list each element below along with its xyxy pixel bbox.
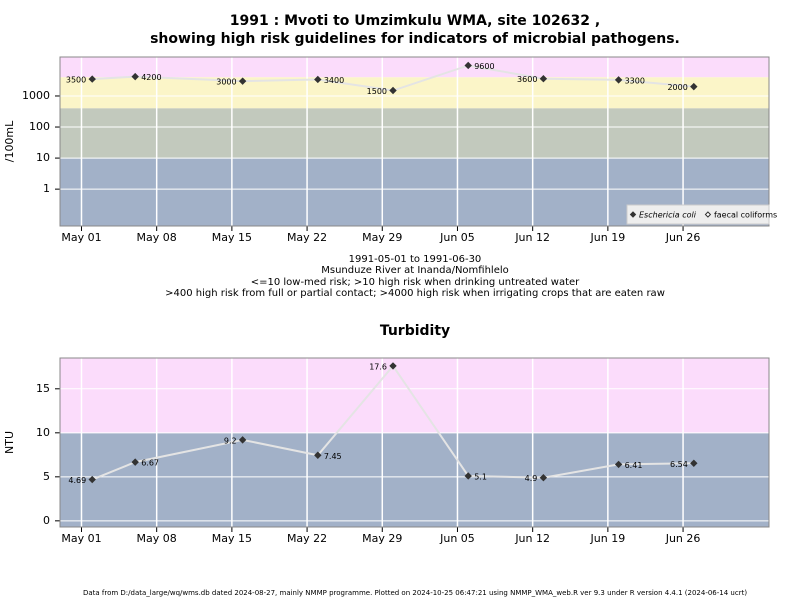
legend-label: faecal coliforms — [714, 211, 777, 220]
data-label: 17.6 — [369, 362, 387, 371]
x-tick-label: May 15 — [212, 231, 252, 244]
data-point — [88, 475, 96, 484]
x-tick-label: May 08 — [137, 231, 177, 244]
x-tick-label: Jun 12 — [514, 532, 550, 545]
legend-label: Eschericia coli — [639, 211, 697, 220]
legend-box — [626, 204, 770, 225]
y-tick-label: 1000 — [22, 89, 50, 102]
data-label: 9600 — [474, 62, 494, 71]
y-tick-label: 15 — [36, 382, 50, 395]
data-point — [314, 75, 322, 84]
x-tick-label: Jun 05 — [439, 532, 475, 545]
data-label: 4200 — [141, 73, 161, 82]
risk-band — [60, 77, 769, 109]
plot-frame — [59, 56, 770, 227]
chart-title: 1991 : Mvoti to Umzimkulu WMA, site 1026… — [230, 13, 600, 29]
footer: Data from D:/data_large/wq/wms.db dated … — [83, 589, 747, 597]
data-point — [314, 451, 322, 459]
legend-marker — [704, 211, 712, 218]
data-label: 7.45 — [324, 452, 342, 461]
x-tick-label: Jun 05 — [439, 231, 475, 244]
y-tick-label: 1 — [43, 182, 50, 195]
y-tick-label: 0 — [43, 514, 50, 527]
risk-band — [60, 358, 769, 433]
data-point — [539, 474, 548, 482]
data-label: 6.67 — [141, 459, 159, 468]
note: <=10 low-med risk; >10 high risk when dr… — [251, 277, 580, 288]
x-tick-label: May 01 — [61, 532, 101, 545]
x-tick-label: Jun 26 — [665, 231, 701, 244]
data-label: 3600 — [517, 75, 537, 84]
y-tick-label: 10 — [36, 426, 50, 439]
y-axis-label: /100mL — [3, 120, 16, 162]
y-tick-label: 100 — [29, 120, 50, 133]
x-tick-label: May 29 — [362, 231, 402, 244]
data-label: 1500 — [367, 87, 387, 96]
data-point — [389, 362, 397, 370]
chart-title: Turbidity — [380, 323, 450, 339]
x-tick-label: May 22 — [287, 532, 327, 545]
y-axis-label: NTU — [3, 431, 16, 454]
risk-band — [60, 57, 769, 78]
data-point — [464, 472, 472, 480]
x-tick-label: Jun 19 — [590, 532, 626, 545]
data-point — [88, 75, 96, 83]
chart-title: showing high risk guidelines for indicat… — [150, 31, 680, 47]
data-point — [389, 86, 397, 95]
data-point — [614, 76, 623, 84]
data-point — [464, 61, 472, 70]
note: 1991-05-01 to 1991-06-30 — [349, 254, 482, 265]
data-point — [690, 459, 698, 467]
data-point — [131, 458, 139, 466]
data-point — [238, 77, 247, 85]
plot-frame — [59, 357, 770, 528]
note: Msunduze River at Inanda/Nomfihlelo — [321, 265, 509, 276]
data-point — [614, 460, 623, 469]
data-label: 4.69 — [68, 476, 86, 485]
data-label: 6.41 — [625, 461, 643, 470]
x-tick-label: Jun 19 — [590, 231, 626, 244]
y-tick-label: 5 — [43, 470, 50, 483]
data-label: 9.2 — [224, 436, 237, 445]
data-point — [539, 74, 548, 83]
data-label: 3400 — [324, 76, 344, 85]
data-label: 3000 — [216, 78, 236, 87]
data-point — [238, 436, 247, 444]
risk-band — [60, 108, 769, 159]
y-tick-label: 10 — [36, 151, 50, 164]
data-label: 6.54 — [670, 460, 688, 469]
x-tick-label: May 01 — [61, 231, 101, 244]
risk-band — [60, 432, 769, 527]
note: >400 high risk from full or partial cont… — [165, 288, 665, 299]
data-label: 3300 — [625, 76, 645, 85]
data-label: 5.1 — [474, 472, 487, 481]
legend-marker — [629, 211, 637, 218]
data-label: 2000 — [667, 83, 687, 92]
x-tick-label: Jun 12 — [514, 231, 550, 244]
x-tick-label: May 29 — [362, 532, 402, 545]
x-tick-label: May 15 — [212, 532, 252, 545]
data-label: 3500 — [66, 76, 86, 85]
x-tick-label: Jun 26 — [665, 532, 701, 545]
x-tick-label: May 22 — [287, 231, 327, 244]
data-point — [131, 72, 139, 81]
x-tick-label: May 08 — [137, 532, 177, 545]
data-point — [690, 82, 698, 91]
data-label: 4.9 — [525, 474, 538, 483]
